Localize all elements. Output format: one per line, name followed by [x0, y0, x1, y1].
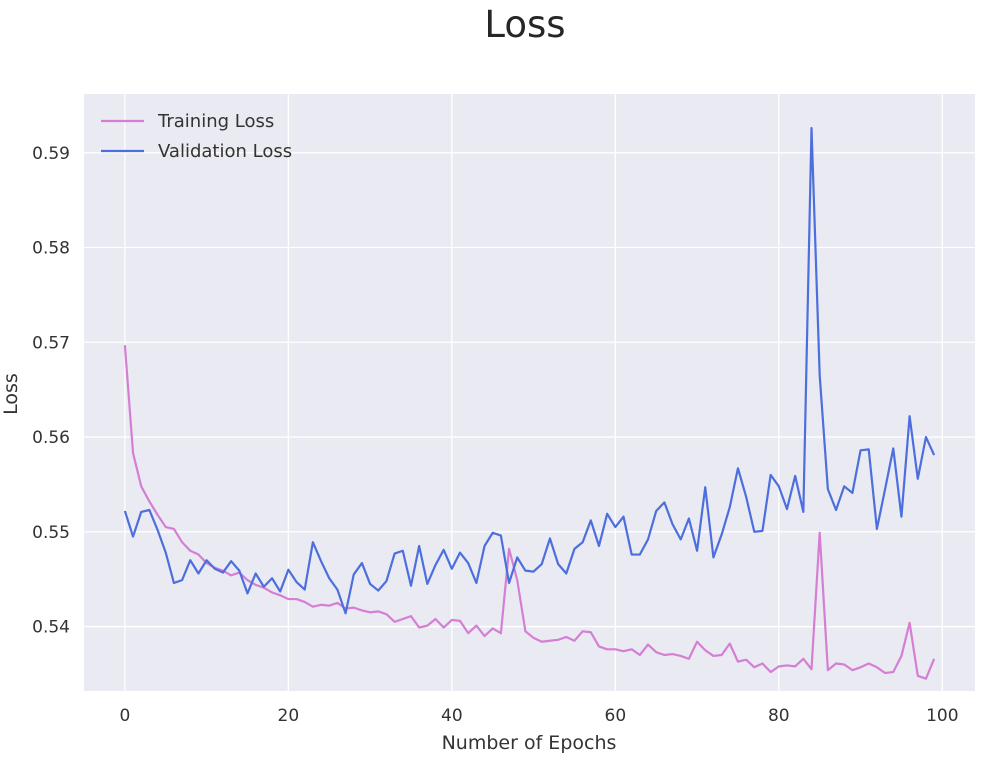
y-tick-label: 0.54 — [32, 618, 70, 638]
chart-title: Loss — [484, 3, 565, 46]
series-layer — [123, 127, 936, 680]
legend-label-validation-loss: Validation Loss — [158, 141, 292, 162]
legend-label-training-loss: Training Loss — [157, 111, 274, 132]
series-line-validation-loss — [123, 127, 936, 615]
y-tick-label: 0.55 — [32, 523, 70, 543]
x-tick-label: 40 — [441, 706, 463, 726]
x-tick-label: 0 — [119, 706, 130, 726]
x-tick-label: 80 — [768, 706, 790, 726]
x-tick-label: 60 — [605, 706, 627, 726]
grid-lines — [84, 94, 975, 691]
y-axis-label: Loss — [0, 373, 22, 415]
x-tick-label: 20 — [278, 706, 300, 726]
y-tick-label: 0.57 — [32, 333, 70, 353]
legend: Training Loss Validation Loss — [101, 111, 292, 162]
x-tick-label: 100 — [926, 706, 958, 726]
series-line-training-loss — [123, 345, 936, 680]
y-tick-label: 0.59 — [32, 144, 70, 164]
x-axis-ticks: 0 20 40 60 80 100 — [119, 706, 958, 726]
y-tick-label: 0.56 — [32, 428, 70, 448]
y-axis-ticks: 0.54 0.55 0.56 0.57 0.58 0.59 — [32, 144, 70, 638]
y-tick-label: 0.58 — [32, 239, 70, 259]
x-axis-label: Number of Epochs — [442, 732, 617, 754]
plot-area — [84, 94, 975, 691]
